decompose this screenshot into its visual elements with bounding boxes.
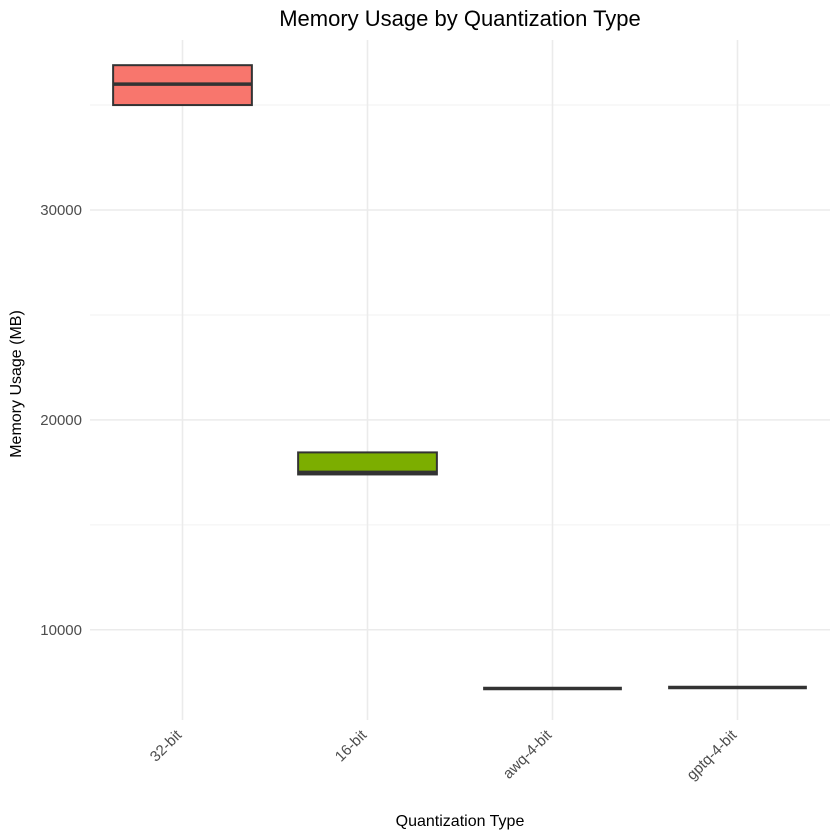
x-tick-label: 16-bit <box>332 726 371 765</box>
chart-title: Memory Usage by Quantization Type <box>279 6 641 31</box>
x-axis-title: Quantization Type <box>396 813 525 830</box>
x-tick-label: gptq-4-bit <box>683 726 740 783</box>
x-axis-ticks: 32-bit 16-bit awq-4-bit gptq-4-bit <box>147 726 741 783</box>
box-16-bit <box>297 451 438 476</box>
x-tick-label: awq-4-bit <box>500 726 556 782</box>
y-axis-title: Memory Usage (MB) <box>8 310 25 458</box>
grid-lines <box>90 40 830 720</box>
y-tick-label: 30000 <box>40 202 82 219</box>
boxes <box>112 64 807 691</box>
y-tick-label: 20000 <box>40 412 82 429</box>
x-tick-label: 32-bit <box>147 726 186 765</box>
y-tick-label: 10000 <box>40 622 82 639</box>
box-body <box>297 451 438 476</box>
y-axis-ticks: 10000 20000 30000 <box>40 202 82 639</box>
box-32-bit <box>112 64 253 107</box>
